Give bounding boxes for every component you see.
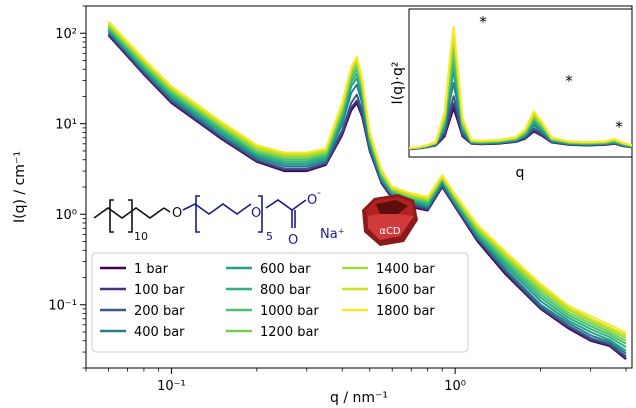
y-tick-label: 10¹ xyxy=(55,118,77,133)
subscript-10: 10 xyxy=(134,230,148,243)
legend-label: 1200 bar xyxy=(260,325,319,340)
legend: 1 bar 100 bar 200 bar 400 bar 600 bar 800 bar… xyxy=(91,252,469,353)
surfactant-structure xyxy=(93,199,171,233)
legend-label: 100 bar xyxy=(134,283,185,298)
alkyl-chain xyxy=(93,207,165,219)
y-axis-label: I(q) / cm⁻¹ xyxy=(12,151,28,223)
legend-label: 600 bar xyxy=(260,262,311,277)
legend-label: 1 bar xyxy=(134,262,169,277)
carbonyl-oxygen: O xyxy=(288,233,298,248)
inset-series-line xyxy=(409,25,632,149)
peg-bracket-left xyxy=(195,195,200,233)
legend-label: 400 bar xyxy=(134,325,185,340)
legend-label: 200 bar xyxy=(134,304,185,319)
carboxylate-oxygen: O xyxy=(307,193,317,208)
series-line-1800-bar xyxy=(107,20,627,334)
y-tick-label: 10⁰ xyxy=(55,208,77,223)
inset-peak-marker-1: * xyxy=(479,13,487,31)
peg-chain xyxy=(182,203,252,215)
legend-label: 800 bar xyxy=(260,283,311,298)
inset-x-label: q xyxy=(516,165,525,181)
inset-peak-marker-2: * xyxy=(565,72,573,90)
peg-bracket-right xyxy=(258,195,263,233)
legend-label: 1600 bar xyxy=(376,283,435,298)
ether-oxygen: O xyxy=(172,206,182,221)
cyclodextrin-icon xyxy=(362,194,418,246)
chain-o-bond xyxy=(163,207,171,213)
y-tick-label: 10⁻¹ xyxy=(48,299,77,314)
negative-charge: - xyxy=(317,186,321,199)
x-axis-label: q / nm⁻¹ xyxy=(330,390,388,406)
inset-peak-marker-3: * xyxy=(615,118,623,136)
x-tick-label: 10⁻¹ xyxy=(157,379,186,394)
y-tick-label: 10² xyxy=(55,27,77,42)
legend-label: 1000 bar xyxy=(260,304,319,319)
peg-oxygen: O xyxy=(251,206,261,221)
subscript-5: 5 xyxy=(266,230,273,243)
legend-box xyxy=(91,252,469,353)
x-tick-label: 10⁰ xyxy=(444,379,466,394)
sodium-counterion: Na⁺ xyxy=(320,227,345,242)
repeat-bracket-right xyxy=(128,199,133,233)
carboxylate-chain xyxy=(265,199,307,211)
legend-label: 1400 bar xyxy=(376,262,435,277)
cyclodextrin-label: αCD xyxy=(379,226,401,237)
legend-label: 1800 bar xyxy=(376,304,435,319)
peg-structure xyxy=(182,195,307,233)
inset-y-label: I(q)·q² xyxy=(390,62,406,105)
repeat-bracket-left xyxy=(109,199,114,233)
